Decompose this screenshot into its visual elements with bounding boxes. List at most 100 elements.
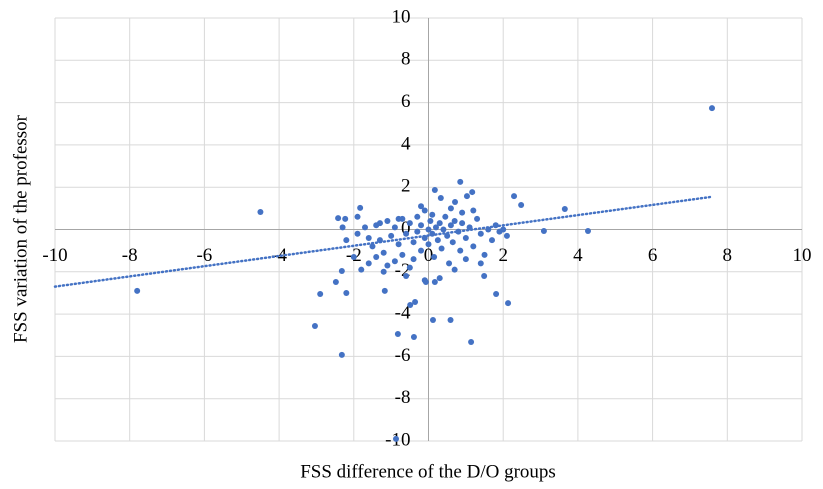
point <box>369 243 376 250</box>
point <box>410 239 417 246</box>
point <box>518 201 525 208</box>
trendline <box>53 195 714 288</box>
point <box>457 247 464 254</box>
point <box>477 230 484 237</box>
point <box>394 330 401 337</box>
point <box>447 317 454 324</box>
point <box>425 241 432 248</box>
point <box>462 256 469 263</box>
point <box>447 222 454 229</box>
point <box>384 218 391 225</box>
point <box>425 226 432 233</box>
point <box>503 232 510 239</box>
x-tick-label: -6 <box>196 245 212 266</box>
point <box>354 213 361 220</box>
point <box>485 226 492 233</box>
point <box>481 273 488 280</box>
point <box>584 227 591 234</box>
point <box>511 193 518 200</box>
point <box>421 277 428 284</box>
point <box>354 230 361 237</box>
point <box>339 224 346 231</box>
point <box>399 251 406 258</box>
point <box>457 178 464 185</box>
point <box>357 204 364 211</box>
point <box>343 237 350 244</box>
point <box>338 351 345 358</box>
point <box>436 275 443 282</box>
point <box>317 291 324 298</box>
point <box>418 222 425 229</box>
point <box>376 237 383 244</box>
point <box>470 243 477 250</box>
point <box>451 266 458 273</box>
point <box>431 278 438 285</box>
point <box>492 222 499 229</box>
point <box>493 291 500 298</box>
point <box>468 339 475 346</box>
y-tick-label: 4 <box>401 133 411 154</box>
point <box>708 105 715 112</box>
point <box>343 289 350 296</box>
x-tick-label: 0 <box>424 245 434 266</box>
point <box>421 207 428 214</box>
point <box>380 249 387 256</box>
point <box>391 258 398 265</box>
point <box>134 287 141 294</box>
point <box>463 193 470 200</box>
point <box>440 226 447 233</box>
point <box>376 220 383 227</box>
point <box>362 224 369 231</box>
y-axis-title: FSS variation of the professor <box>10 114 31 343</box>
point <box>446 260 453 267</box>
point <box>432 224 439 231</box>
point <box>505 300 512 307</box>
y-tick-label: 6 <box>401 91 411 112</box>
point <box>412 299 419 306</box>
point <box>391 224 398 231</box>
point <box>438 245 445 252</box>
point <box>447 205 454 212</box>
x-tick-label: 4 <box>573 245 583 266</box>
point <box>384 262 391 269</box>
point <box>410 256 417 263</box>
point <box>540 227 547 234</box>
y-tick-label: 10 <box>392 6 411 27</box>
point <box>437 194 444 201</box>
x-axis-title: FSS difference of the D/O groups <box>300 461 556 482</box>
point <box>469 189 476 196</box>
point <box>365 260 372 267</box>
point <box>500 226 507 233</box>
point <box>434 237 441 244</box>
y-tick-label: 0 <box>401 218 411 239</box>
point <box>393 435 400 442</box>
point <box>414 213 421 220</box>
point <box>470 207 477 214</box>
point <box>388 232 395 239</box>
x-tick-label: -4 <box>271 245 287 266</box>
y-tick-label: 2 <box>401 176 411 197</box>
point <box>407 302 414 309</box>
point <box>449 239 456 246</box>
x-tick-label: -10 <box>42 245 67 266</box>
point <box>414 228 421 235</box>
point <box>466 224 473 231</box>
point <box>311 322 318 329</box>
point <box>358 266 365 273</box>
point <box>442 213 449 220</box>
point <box>403 273 410 280</box>
point <box>335 215 342 222</box>
point <box>429 211 436 218</box>
point <box>444 232 451 239</box>
point <box>429 230 436 237</box>
point <box>452 199 459 206</box>
point <box>365 234 372 241</box>
point <box>332 278 339 285</box>
point <box>381 287 388 294</box>
point <box>474 215 481 222</box>
point <box>481 251 488 258</box>
point <box>429 317 436 324</box>
point <box>403 230 410 237</box>
